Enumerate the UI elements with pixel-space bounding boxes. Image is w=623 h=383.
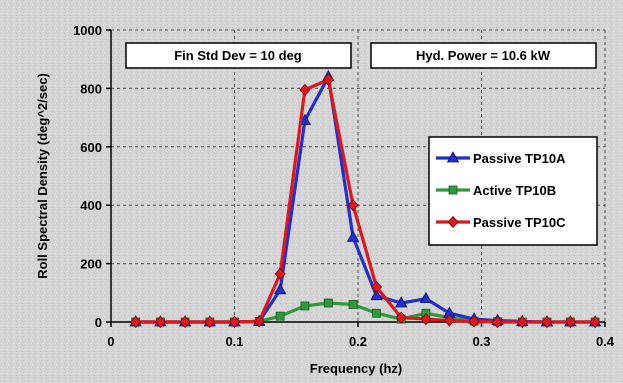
annotation-box — [125, 42, 352, 69]
annotation-text: Fin Std Dev = 10 deg — [174, 48, 302, 63]
annotation-hyd-power: Hyd. Power = 10.6 kW — [370, 42, 597, 69]
data-point — [179, 315, 191, 329]
data-point — [154, 315, 166, 329]
data-point — [348, 300, 358, 309]
tick-label-x: 0.1 — [225, 334, 243, 349]
axes: 0 200 400 600 800 1000 0 0.1 0.2 0.3 0.4 — [73, 23, 615, 349]
tick-label-y: 0 — [95, 315, 102, 330]
data-point — [274, 267, 286, 280]
tick-label-y: 800 — [80, 81, 102, 96]
data-point — [228, 315, 241, 329]
series-passive-tp10c — [130, 73, 601, 329]
legend-label: Passive TP10C — [473, 215, 566, 230]
legend-entry: Passive TP10A — [436, 151, 566, 166]
tick-label-x: 0.3 — [472, 334, 490, 349]
data-point — [370, 280, 383, 294]
tick-label-y: 200 — [80, 257, 102, 272]
tick-label-y: 1000 — [73, 23, 102, 38]
legend-entry: Passive TP10C — [436, 215, 566, 230]
data-point — [395, 296, 408, 308]
data-point — [322, 73, 334, 86]
series-layer — [129, 69, 602, 329]
annotation-text: Hyd. Power = 10.6 kW — [416, 48, 551, 63]
annotation-box — [370, 42, 597, 69]
data-point — [130, 315, 142, 329]
data-point — [347, 199, 359, 212]
data-point — [516, 315, 528, 329]
tick-label-x: 0.2 — [349, 334, 367, 349]
tick-label-y: 600 — [80, 140, 102, 155]
data-point — [372, 308, 381, 318]
x-axis-title: Frequency (hz) — [310, 361, 402, 376]
data-point — [275, 311, 285, 321]
annotation-fin-std-dev: Fin Std Dev = 10 deg — [125, 42, 352, 69]
legend-entry: Active TP10B — [436, 183, 556, 198]
data-point — [564, 315, 576, 329]
data-point — [300, 301, 310, 311]
tick-label-x: 0.4 — [596, 334, 615, 349]
data-point — [419, 291, 433, 304]
tick-label-x: 0 — [107, 334, 114, 349]
data-point — [443, 314, 455, 327]
legend-label: Active TP10B — [473, 183, 556, 198]
data-point — [299, 83, 311, 96]
data-point — [468, 315, 480, 328]
data-point — [447, 215, 459, 229]
data-point — [370, 288, 383, 301]
data-point — [274, 283, 287, 295]
legend: Passive TP10A Active TP10B Passive TP10C — [428, 136, 598, 246]
legend-label: Passive TP10A — [473, 151, 566, 166]
data-point — [448, 185, 458, 195]
data-point — [446, 151, 460, 163]
data-point — [420, 312, 432, 326]
data-point — [204, 315, 216, 329]
data-point — [541, 315, 553, 329]
data-point — [346, 230, 360, 242]
data-point — [492, 315, 504, 329]
data-point — [395, 311, 407, 324]
legend-box — [428, 136, 598, 246]
tick-label-y: 400 — [80, 198, 102, 213]
y-axis-title: Roll Spectral Density (deg^2/sec) — [35, 73, 50, 279]
data-point — [253, 315, 265, 328]
data-point — [589, 315, 601, 329]
data-point — [323, 298, 333, 308]
